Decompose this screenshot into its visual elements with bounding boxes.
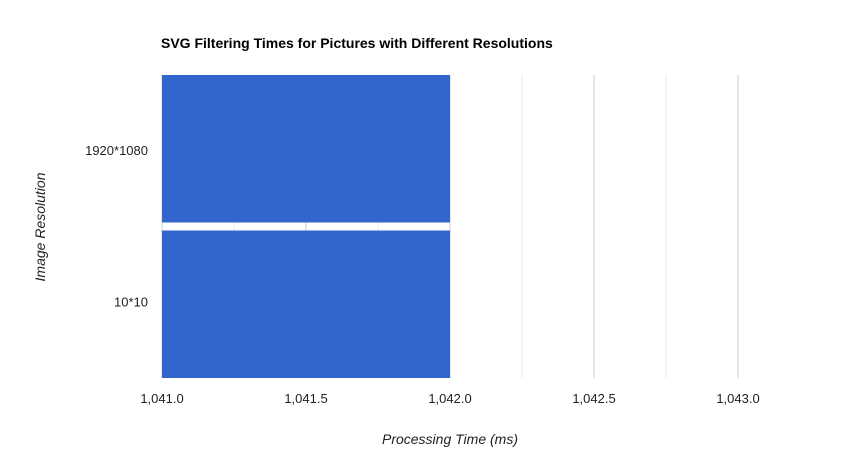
x-tick-label: 1,043.0 (716, 391, 759, 406)
y-axis-ticks: 1920*1080 10*10 (85, 143, 148, 310)
x-axis-title: Processing Time (ms) (382, 431, 518, 447)
bars (162, 75, 450, 378)
bar-0 (162, 75, 450, 223)
chart-title: SVG Filtering Times for Pictures with Di… (161, 35, 553, 51)
x-tick-label: 1,041.5 (284, 391, 327, 406)
y-tick-label: 10*10 (114, 294, 148, 309)
x-tick-label: 1,042.5 (572, 391, 615, 406)
x-axis-ticks: 1,041.0 1,041.5 1,042.0 1,042.5 1,043.0 (140, 391, 759, 406)
y-axis-title: Image Resolution (32, 172, 48, 281)
x-tick-label: 1,042.0 (428, 391, 471, 406)
y-tick-label: 1920*1080 (85, 143, 148, 158)
bar-1 (162, 230, 450, 378)
x-tick-label: 1,041.0 (140, 391, 183, 406)
